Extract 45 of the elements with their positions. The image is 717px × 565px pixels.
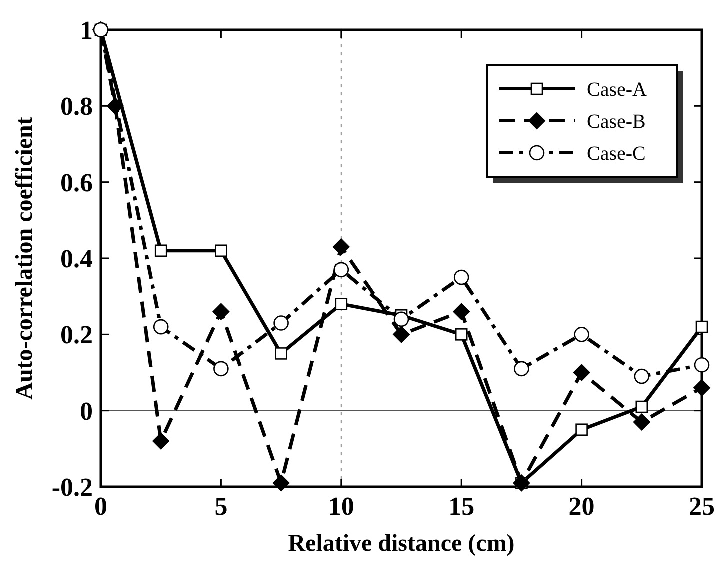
point (576, 424, 588, 436)
point (152, 432, 170, 450)
point (455, 328, 468, 341)
x-tick-label: 20 (568, 492, 595, 521)
point (393, 326, 410, 344)
y-tick-label: 1 (80, 16, 93, 45)
point (274, 316, 289, 331)
point (272, 474, 290, 492)
x-axis-title: Relative distance (cm) (288, 531, 515, 557)
point (573, 364, 590, 382)
point (332, 238, 350, 256)
y-tick-label: 0.6 (60, 168, 93, 198)
point (334, 262, 350, 278)
y-tick-label: 0.2 (60, 320, 93, 350)
point (636, 400, 648, 414)
y-tick-label: -0.2 (52, 473, 93, 502)
x-tick-label: 5 (214, 492, 228, 521)
point (394, 312, 410, 328)
point (215, 244, 228, 258)
point (275, 348, 288, 360)
legend-label: Case-C (587, 143, 646, 165)
y-axis-title: Auto-correlation coefficient (12, 117, 38, 400)
point (694, 379, 710, 396)
point (574, 327, 590, 342)
x-tick-label: 10 (328, 492, 354, 521)
point (514, 361, 530, 377)
point (335, 298, 348, 310)
point (214, 361, 229, 377)
point (633, 414, 650, 431)
y-tick-label: 0 (80, 396, 93, 426)
point (212, 303, 230, 320)
x-tick-label: 25 (689, 492, 715, 521)
y-tick-label: 0.8 (60, 92, 93, 122)
point (696, 320, 708, 334)
point (154, 244, 168, 258)
point (454, 270, 470, 286)
point (153, 319, 169, 335)
point (694, 357, 710, 373)
point (106, 98, 124, 115)
legend-label: Case-A (587, 79, 648, 101)
x-tick-label: 15 (448, 492, 475, 521)
point (453, 303, 470, 320)
y-tick-label: 0.4 (60, 244, 93, 274)
legend-label: Case-B (587, 111, 646, 133)
point (634, 368, 650, 384)
